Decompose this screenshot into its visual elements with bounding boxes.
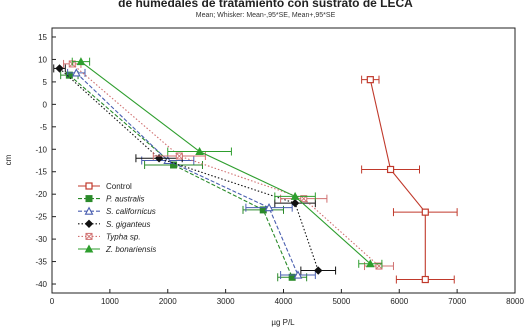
legend-item: P. australis [78,195,145,204]
legend-marker [84,219,94,229]
legend-item: Typha sp. [78,232,141,241]
x-tick-label: 5000 [332,297,350,306]
data-point-cross [176,152,183,160]
legend-item: Z. bonariensis [78,244,156,254]
legend-label: Typha sp. [106,232,141,241]
y-tick-label: 10 [38,55,47,64]
legend-marker [85,182,93,190]
data-point [195,146,204,156]
legend-marker [85,232,93,240]
data-point [366,76,374,84]
x-tick-label: 4000 [275,297,293,306]
legend-item: S. californicus [78,206,156,216]
data-point [421,275,429,284]
x-axis: 0 1000 2000 3000 4000 5000 6000 7000 8000 [50,289,524,306]
data-point [314,266,323,275]
data-point [290,198,300,208]
chart-subtitle: Mean; Whisker: Mean-,95*SE, Mean+,95*SE [195,12,336,19]
series-3 [53,64,337,275]
data-point [71,68,81,77]
y-tick-label: -30 [35,235,47,244]
series-4 [63,59,394,271]
x-tick-label: 6000 [390,297,408,306]
legend-marker [84,244,94,253]
legend-item: S. giganteus [78,219,150,229]
x-tick-label: 1000 [101,297,119,306]
data-point [421,208,429,216]
legend-label: S. giganteus [106,220,150,229]
data-point [65,71,73,79]
y-axis-label: cm [4,154,13,165]
x-tick-label: 0 [50,297,55,306]
y-tick-label: 0 [43,100,48,109]
data-point [170,161,178,169]
y-axis: 15 10 5 0 -5 -10 -15 -20 -25 -30 -35 -40 [35,33,56,289]
y-tick-label: -15 [35,168,47,177]
series-line [80,61,371,265]
series-line [69,74,293,278]
y-tick-label: -5 [40,123,48,132]
series-1 [60,71,308,282]
x-tick-label: 2000 [159,297,177,306]
series-2 [67,68,316,280]
legend-item: Control [78,182,132,191]
legend-marker [85,195,93,203]
series-0 [361,75,458,284]
data-point [55,64,64,73]
data-point [365,259,375,268]
y-tick-label: -40 [35,280,47,289]
data-point [290,191,300,200]
data-point [300,195,308,203]
y-tick-label: 5 [43,78,48,87]
y-tick-label: -35 [35,258,47,267]
chart-title: de humedales de tratamiento con sustrato… [118,0,413,10]
series-line [369,79,426,280]
legend-label: S. californicus [106,207,156,216]
legend-label: Control [106,182,132,191]
y-tick-label: 15 [38,33,47,42]
legend-marker [84,206,94,215]
series-line [71,63,380,267]
legend-label: Z. bonariensis [105,245,156,254]
data-point [386,165,395,174]
data-point [293,270,303,279]
y-tick-label: -20 [35,190,47,199]
data-point [264,203,274,212]
legend-label: P. australis [106,195,145,204]
x-tick-label: 7000 [448,297,466,306]
series-5 [71,57,383,268]
x-axis-label: µg P/L [271,318,295,327]
y-tick-label: -25 [35,213,47,222]
data-point [76,57,86,66]
data-point [175,152,183,160]
legend-marker-cross [85,233,93,240]
series-line [59,68,319,271]
legend: Control P. australis S. californicus S. gig… [78,182,156,254]
x-tick-label: 3000 [217,297,235,306]
series-layer [53,57,458,284]
x-tick-label: 8000 [506,297,524,306]
series-line [75,72,299,276]
y-tick-label: -10 [35,145,47,154]
